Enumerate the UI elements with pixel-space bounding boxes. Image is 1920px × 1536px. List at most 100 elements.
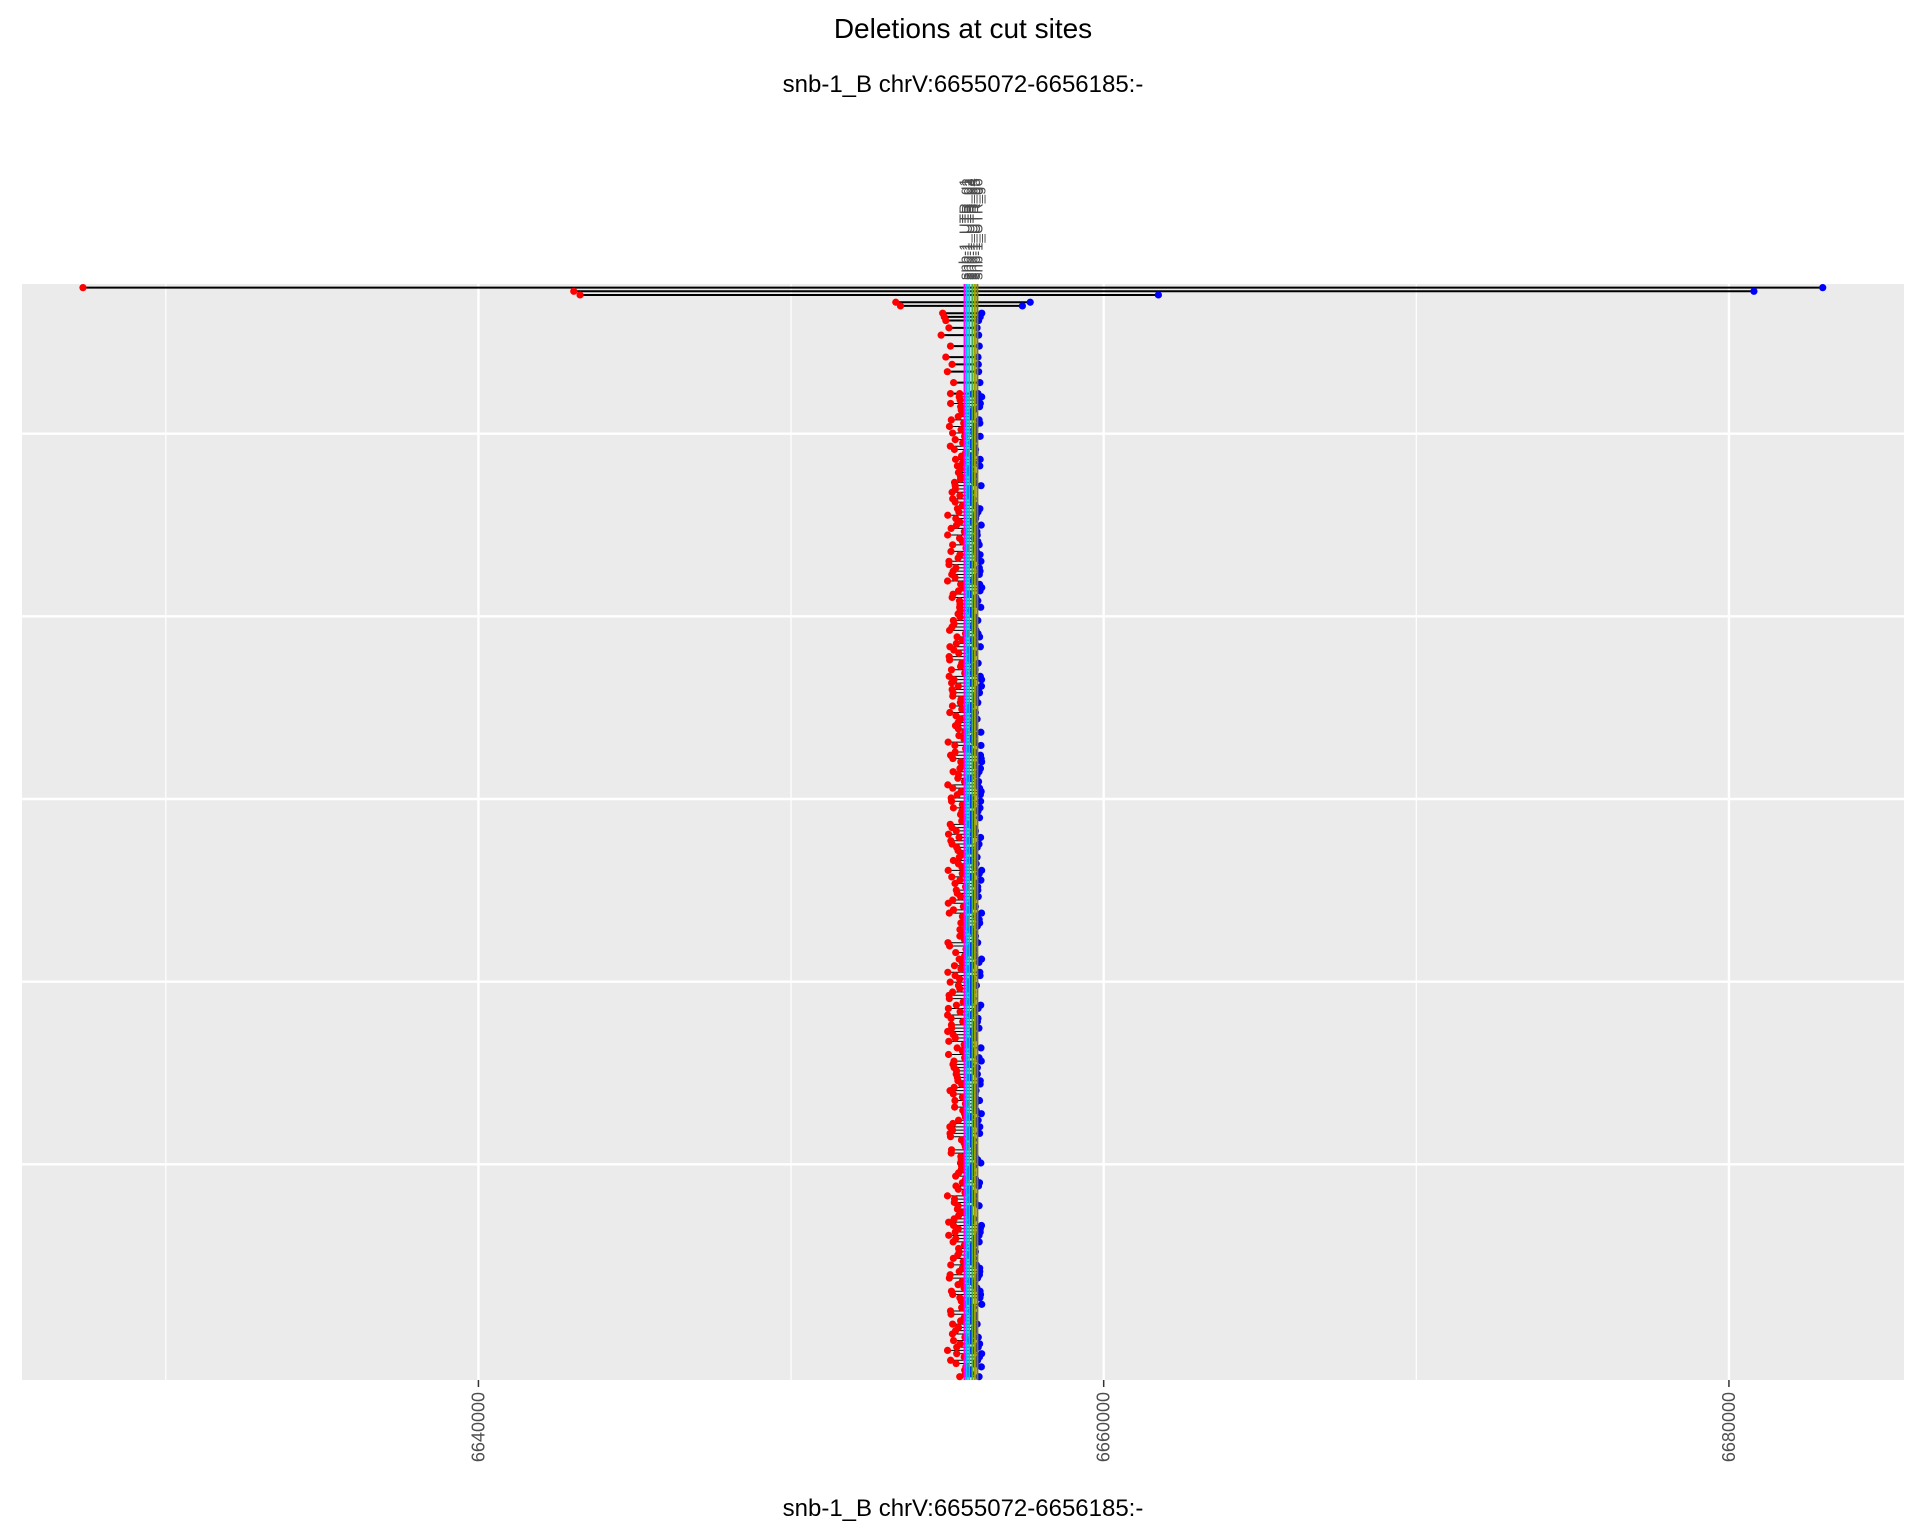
deletion-start-point-122	[944, 738, 952, 746]
deletion-start-point-64	[947, 547, 955, 556]
deletion-start-point-108	[949, 692, 957, 700]
deletion-start-point-52	[955, 508, 963, 516]
deletion-start-point-127	[949, 754, 957, 763]
deletion-start-point-7	[942, 316, 950, 325]
deletion-start-point-203	[944, 1004, 952, 1013]
deletion-start-point-26	[945, 422, 954, 431]
deletion-start-point-0	[79, 284, 87, 292]
deletion-start-point-14	[950, 379, 958, 387]
deletion-start-point-72	[951, 574, 959, 582]
deletion-start-point-308	[953, 1350, 961, 1358]
deletion-start-point-201	[959, 998, 967, 1006]
deletion-start-point-217	[944, 1050, 953, 1059]
deletion-start-point-13	[943, 368, 951, 376]
deletion-start-point-49	[951, 498, 959, 506]
deletion-end-point-103	[977, 676, 986, 684]
deletion-start-point-92	[952, 639, 960, 648]
cut-site-labels: snb-1_UTR_g1snb-1_UTR_g2snb-1_UTR_g3snb-…	[957, 178, 987, 280]
deletion-start-point-59	[944, 531, 952, 539]
deletion-end-point-119	[977, 728, 985, 736]
cut-label-snb-1_UTR_g5: snb-1_UTR_g5	[967, 178, 984, 280]
deletion-start-point-174	[945, 909, 953, 917]
deletion-start-point-226	[957, 1080, 966, 1088]
deletion-start-point-163	[948, 873, 956, 881]
deletion-start-point-299	[949, 1320, 957, 1328]
deletion-start-point-130	[956, 764, 964, 773]
deletion-start-point-18	[956, 396, 964, 404]
deletion-start-point-12	[948, 360, 956, 368]
deletion-start-point-62	[949, 541, 957, 549]
x-axis-label: snb-1_B chrV:6655072-6656185:-	[783, 1495, 1144, 1522]
deletion-start-point-46	[948, 488, 956, 496]
cut-label-snb-1_UTR_g2: snb-1_UTR_g2	[959, 178, 976, 280]
deletion-start-point-10	[946, 342, 955, 350]
deletion-end-point-250	[977, 1159, 985, 1167]
deletion-end-point-44	[977, 482, 985, 490]
deletion-start-point-157	[955, 853, 963, 861]
deletion-start-point-274	[949, 1238, 957, 1246]
deletion-start-point-264	[953, 1205, 961, 1213]
deletion-end-point-164	[977, 876, 985, 884]
deletion-end-point-151	[976, 833, 985, 842]
deletion-start-point-95	[955, 649, 963, 657]
deletion-end-point-3	[1026, 298, 1034, 306]
deletion-start-point-110	[956, 699, 965, 707]
deletion-start-point-142	[949, 804, 958, 812]
deletion-start-point-133	[954, 774, 962, 782]
deletion-start-point-200	[945, 994, 953, 1003]
deletion-start-point-97	[946, 656, 954, 664]
deletion-end-point-13	[975, 368, 983, 376]
deletion-start-point-84	[956, 613, 964, 621]
deletion-start-point-161	[944, 866, 952, 874]
deletion-start-point-23	[954, 413, 962, 421]
deletion-start-point-57	[947, 524, 955, 533]
x-tick-label-1: 6660000	[1094, 1392, 1114, 1462]
deletion-start-point-306	[953, 1343, 961, 1351]
cut-label-snb-1_UTR_g4: snb-1_UTR_g4	[964, 178, 981, 280]
deletion-start-point-283	[955, 1267, 963, 1276]
deletion-start-point-53	[944, 511, 952, 519]
deletion-end-point-4	[1018, 302, 1026, 310]
deletion-start-point-311	[952, 1359, 960, 1368]
deletion-start-point-237	[954, 1116, 963, 1124]
deletion-start-point-123	[951, 741, 959, 750]
deletion-start-point-169	[956, 893, 965, 901]
deletion-start-point-260	[943, 1192, 952, 1200]
deletion-start-point-302	[948, 1330, 957, 1338]
deletion-start-point-140	[947, 797, 956, 805]
deletion-start-point-149	[952, 827, 960, 835]
deletion-start-point-68	[945, 560, 953, 569]
cut-site-lines	[963, 284, 979, 1380]
deletion-start-point-90	[953, 633, 961, 641]
deletion-start-point-99	[956, 662, 965, 671]
deletion-end-point-219	[977, 1057, 985, 1065]
deletion-start-point-294	[958, 1304, 966, 1312]
deletion-end-point-81	[977, 603, 985, 611]
deletion-start-point-279	[949, 1254, 957, 1262]
deletion-start-point-9	[937, 331, 945, 339]
deletion-start-point-271	[951, 1228, 959, 1236]
deletion-start-point-287	[954, 1281, 962, 1289]
deletion-start-point-197	[956, 985, 964, 993]
deletion-start-point-42	[956, 475, 965, 483]
cut-label-snb-1_UTR_g1: snb-1_UTR_g1	[957, 178, 974, 280]
deletion-start-point-213	[945, 1037, 953, 1045]
deletion-end-point-128	[978, 758, 986, 766]
deletion-start-point-24	[947, 416, 955, 424]
deletion-start-point-215	[953, 1044, 961, 1052]
chart-title: Deletions at cut sites	[834, 13, 1092, 44]
deletion-start-point-285	[945, 1274, 953, 1282]
cut-label-snb-1_UTR_g6: snb-1_UTR_g6	[969, 178, 986, 280]
deletion-end-point-1	[1750, 287, 1758, 295]
deletion-start-point-194	[955, 975, 964, 983]
deletion-start-point-138	[953, 791, 961, 799]
deletion-end-point-123	[977, 741, 985, 750]
deletion-start-point-113	[946, 708, 954, 717]
deletion-start-point-111	[948, 702, 957, 710]
deletion-start-point-242	[946, 1133, 955, 1141]
deletion-start-point-296	[947, 1310, 955, 1318]
deletion-start-point-56	[952, 521, 961, 529]
deletion-start-point-27	[957, 426, 965, 434]
deletion-start-point-229	[949, 1090, 957, 1098]
x-axis: 6640000 6660000 6680000	[468, 1380, 1739, 1462]
